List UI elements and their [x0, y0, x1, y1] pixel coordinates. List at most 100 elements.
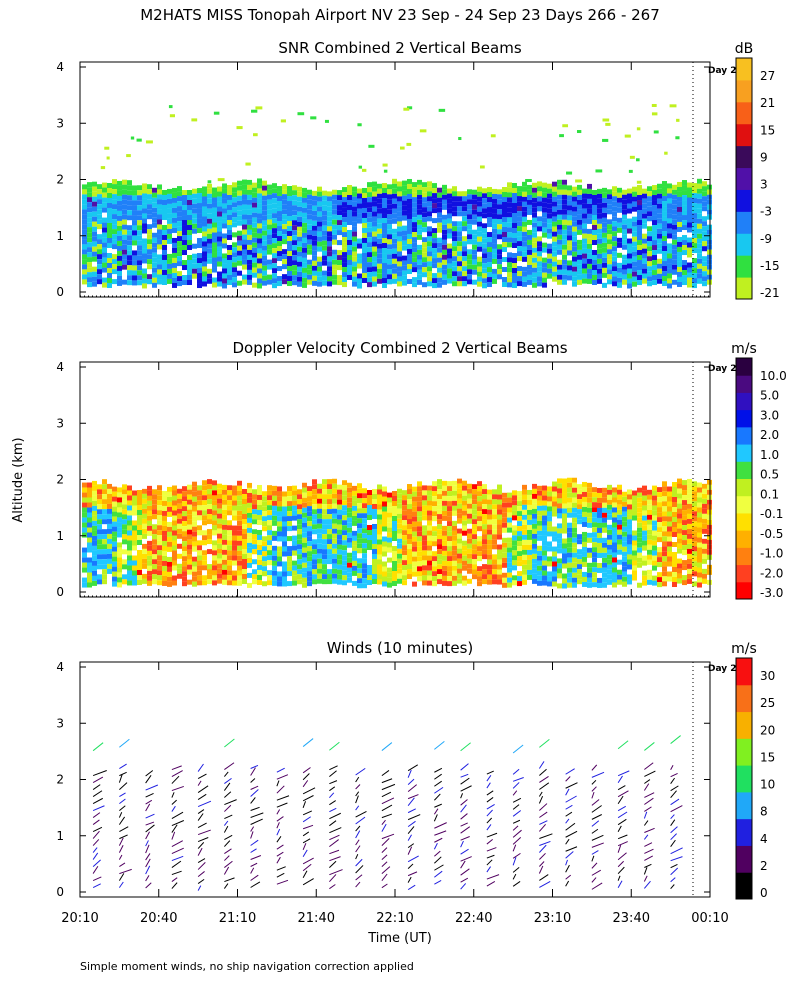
snr-cell	[537, 226, 542, 232]
snr-cell	[262, 215, 267, 221]
snr-cell	[517, 266, 522, 272]
doppler-cell	[702, 548, 707, 554]
doppler-cell	[127, 515, 132, 521]
snr-cell	[467, 204, 472, 210]
doppler-cell	[557, 528, 562, 534]
snr-cell	[92, 221, 97, 227]
snr-cell	[522, 191, 527, 197]
doppler-cell	[457, 533, 462, 539]
doppler-cell	[157, 570, 162, 576]
snr-cell	[527, 269, 532, 275]
doppler-cell	[647, 519, 652, 525]
doppler-cell	[357, 483, 362, 489]
doppler-cell	[342, 580, 347, 586]
doppler-cell	[557, 523, 562, 529]
snr-cell	[147, 184, 152, 190]
snr-cell	[367, 222, 372, 228]
doppler-cell	[682, 490, 687, 496]
doppler-cell	[147, 580, 152, 586]
snr-cell	[122, 184, 127, 190]
doppler-cell	[652, 575, 657, 581]
snr-cell	[662, 221, 667, 227]
snr-cell	[467, 274, 472, 280]
doppler-cell	[642, 515, 647, 521]
doppler-cell	[137, 575, 142, 581]
snr-cell	[697, 178, 702, 184]
doppler-cell	[97, 509, 102, 515]
doppler-cell	[142, 578, 147, 584]
doppler-cell	[497, 494, 502, 500]
doppler-cell	[542, 565, 547, 571]
doppler-cell	[397, 548, 402, 554]
snr-cell	[322, 190, 327, 196]
snr-cell	[387, 184, 392, 190]
snr-cell	[567, 235, 572, 241]
doppler-cell	[492, 499, 497, 505]
doppler-cell	[227, 530, 232, 536]
snr-cell	[577, 224, 582, 230]
doppler-cell	[487, 549, 492, 555]
snr-cell	[417, 259, 422, 265]
snr-cell	[367, 207, 372, 213]
doppler-cell	[697, 482, 702, 488]
snr-cell	[627, 258, 632, 264]
snr-cell	[272, 193, 277, 199]
snr-cell	[442, 214, 447, 220]
doppler-cell	[577, 519, 582, 525]
snr-cell	[142, 198, 147, 204]
doppler-cell	[632, 560, 637, 566]
doppler-cell	[157, 490, 162, 496]
doppler-cell	[427, 505, 432, 511]
doppler-cell	[502, 497, 507, 503]
snr-cell	[372, 246, 377, 252]
doppler-cell	[432, 551, 437, 557]
snr-cell	[352, 231, 357, 237]
snr-cell	[192, 208, 197, 214]
snr-cell	[632, 226, 637, 232]
doppler-cell	[477, 501, 482, 507]
doppler-cell	[152, 529, 157, 535]
snr-cell	[557, 274, 562, 280]
snr-cell	[602, 192, 607, 198]
snr-cell	[552, 221, 557, 227]
snr-cell	[127, 195, 132, 201]
doppler-cell	[552, 566, 557, 572]
doppler-cell	[502, 577, 507, 583]
doppler-cell	[552, 496, 557, 502]
snr-cell	[262, 200, 267, 206]
doppler-cell	[257, 504, 262, 510]
snr-cell	[462, 271, 467, 277]
snr-cell	[342, 212, 347, 218]
doppler-cell	[167, 491, 172, 497]
snr-cell	[632, 266, 637, 272]
snr-cell	[497, 259, 502, 265]
snr-cell	[212, 217, 217, 223]
doppler-cell	[552, 576, 557, 582]
snr-cell	[267, 199, 272, 205]
doppler-cell	[687, 548, 692, 554]
snr-cell	[245, 162, 251, 166]
doppler-cell	[227, 525, 232, 531]
snr-cell	[462, 196, 467, 202]
doppler-cell	[532, 533, 537, 539]
snr-cell	[587, 193, 592, 199]
doppler-cell	[217, 503, 222, 509]
snr-cell	[702, 236, 707, 242]
snr-cell	[622, 199, 627, 205]
doppler-cell	[277, 561, 282, 567]
doppler-cell	[652, 580, 657, 586]
doppler-cell	[417, 536, 422, 542]
doppler-cell	[552, 481, 557, 487]
doppler-cell	[227, 565, 232, 571]
doppler-cell	[317, 578, 322, 584]
doppler-cell	[632, 535, 637, 541]
doppler-cell	[297, 529, 302, 535]
doppler-cell	[437, 489, 442, 495]
doppler-cell	[657, 532, 662, 538]
snr-cell	[127, 210, 132, 216]
doppler-cell	[697, 517, 702, 523]
doppler-cell	[462, 480, 467, 486]
snr-cell	[542, 247, 547, 253]
snr-cell	[447, 208, 452, 214]
snr-cell	[107, 227, 112, 233]
